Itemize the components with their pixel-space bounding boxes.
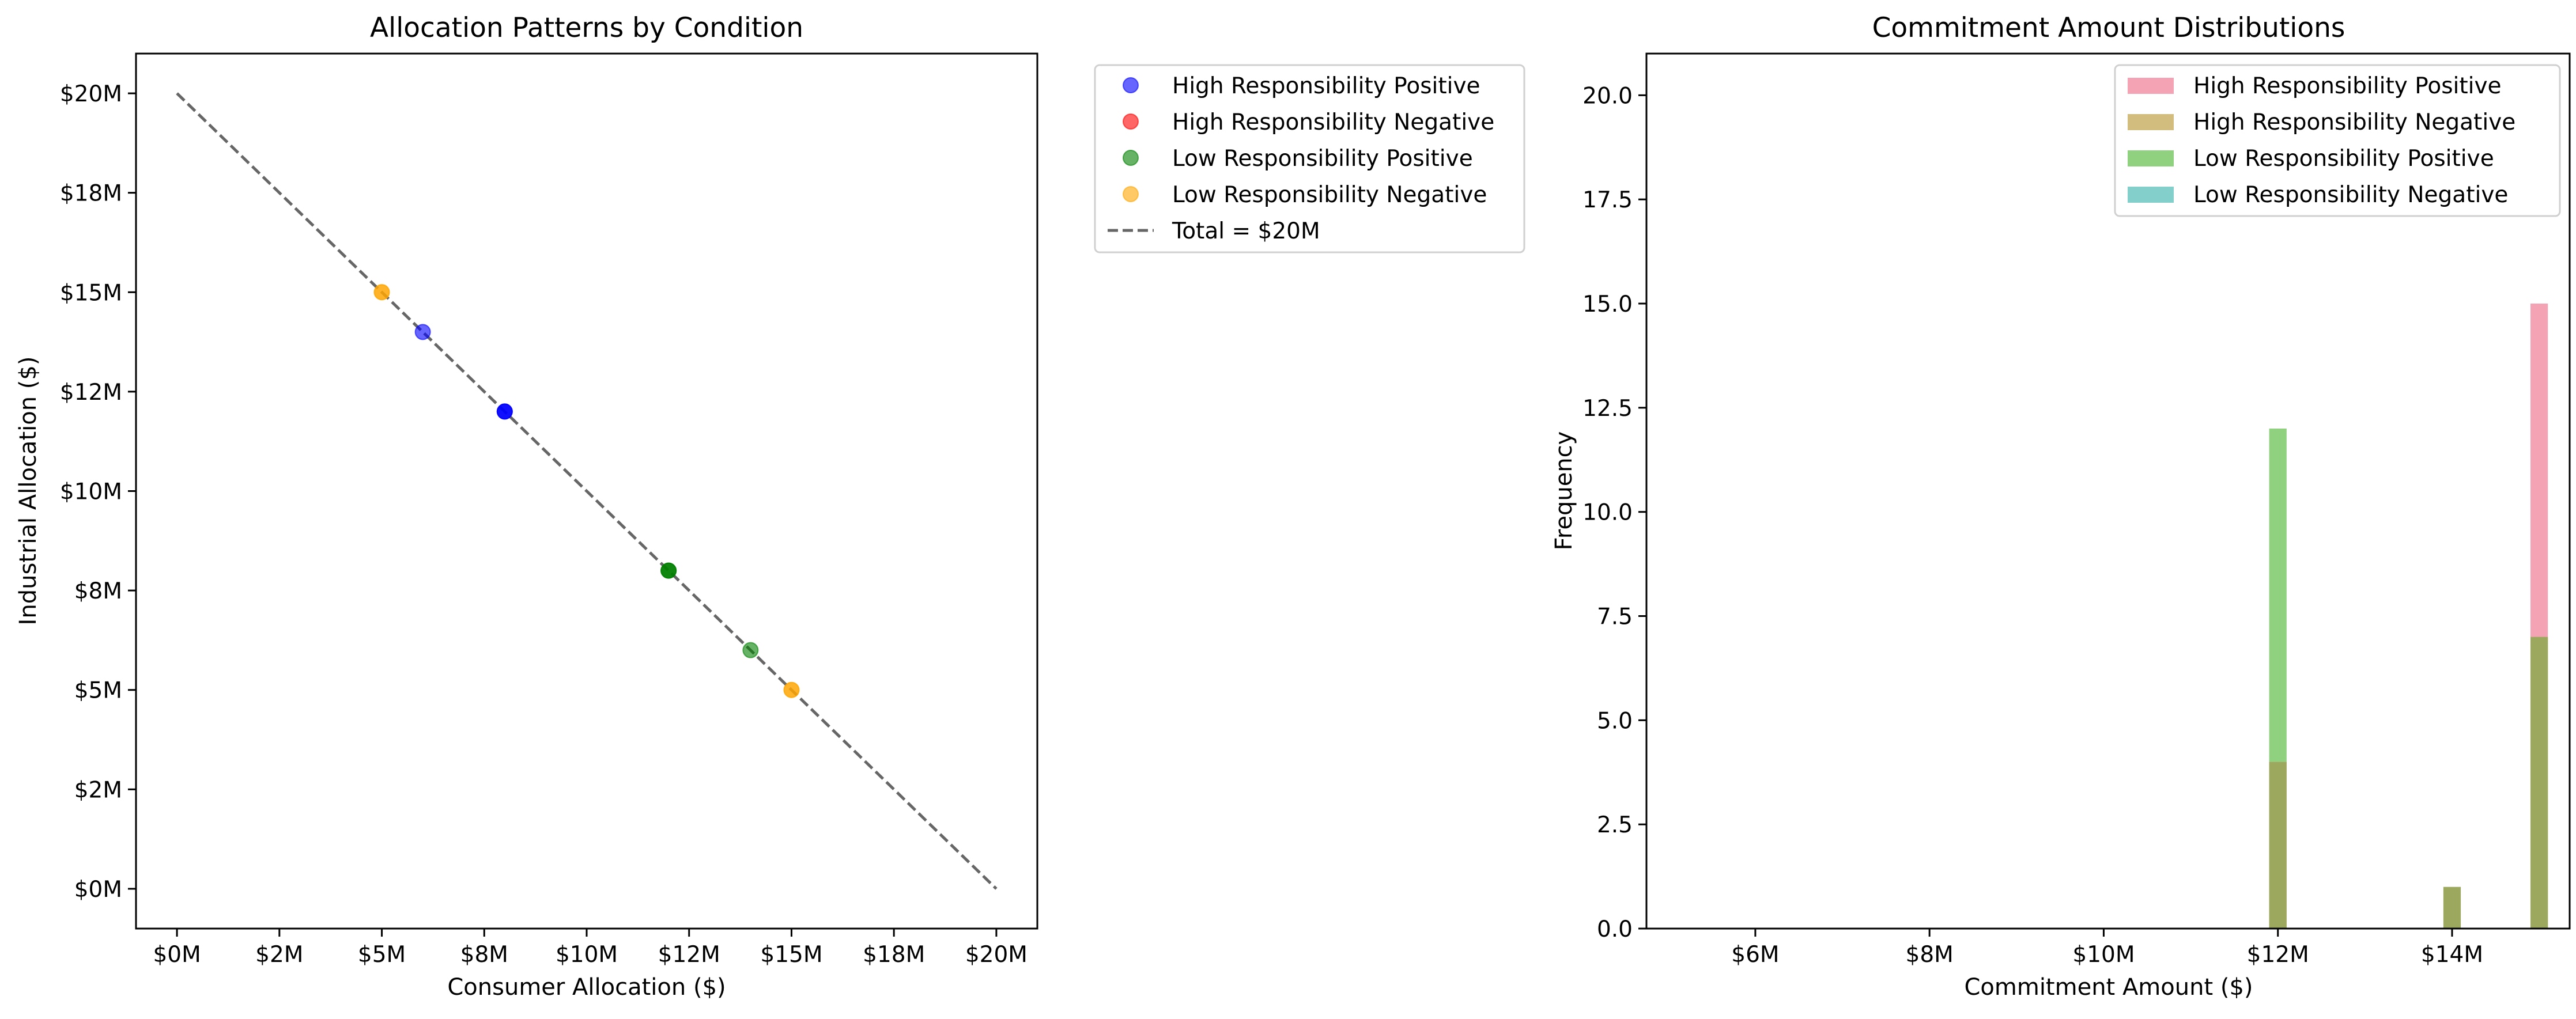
legend-marker-low-responsibility-positive [1123,150,1139,166]
legend-label-high-responsibility-positive: High Responsibility Positive [1172,73,1480,99]
scatter-x-tick-label: $0M [153,942,201,968]
histogram-y-tick-label: 5.0 [1597,708,1633,734]
histogram-x-tick-label: $12M [2247,942,2309,968]
histogram-y-tick-label: 10.0 [1582,500,1633,526]
legend-label-high-responsibility-negative: High Responsibility Negative [1172,109,1494,135]
histogram-x-tick-label: $10M [2072,942,2135,968]
point-low-responsibility-positive [660,562,677,579]
legend-label-hist-high-responsibility-negative: High Responsibility Negative [2193,109,2515,135]
legend-swatch-high-responsibility-positive [2128,78,2174,94]
histogram-title: Commitment Amount Distributions [1872,12,2345,44]
scatter-legend: High Responsibility Positive High Respon… [1094,64,1525,253]
histogram-x-tick-label: $14M [2421,942,2483,968]
histogram-y-tick-label: 2.5 [1597,812,1633,838]
histogram-y-tick-label: 15.0 [1582,291,1633,317]
histogram-x-axis-label: Commitment Amount ($) [1964,974,2253,1001]
point-low-responsibility-negative [373,284,390,301]
histogram-legend-frame [2114,64,2561,217]
histogram-y-tick-label: 12.5 [1582,396,1633,422]
histogram-plot-frame [1645,52,2571,930]
scatter-x-ticks: $0M $2M $5M $8M $10M $12M $15M $18M $20M [153,929,1028,968]
legend-label-hist-low-responsibility-positive: Low Responsibility Positive [2193,146,2494,172]
scatter-panel: Allocation Patterns by Condition $0M $2M $… [15,12,1038,1001]
scatter-plot-frame [135,52,1038,930]
histogram-y-tick-label: 17.5 [1582,187,1633,213]
point-low-responsibility-positive [742,642,759,658]
scatter-y-tick-label: $18M [60,181,122,207]
hist-bar-high-responsibility-positive [2530,304,2548,637]
histogram-y-tick-label: 20.0 [1582,83,1633,109]
scatter-x-axis-label: Consumer Allocation ($) [447,974,726,1001]
scatter-y-tick-label: $5M [74,678,122,704]
scatter-y-tick-label: $10M [60,479,122,505]
scatter-x-tick-label: $2M [255,942,303,968]
scatter-x-tick-label: $10M [556,942,618,968]
scatter-y-tick-label: $12M [60,380,122,406]
histogram-legend: High Responsibility Positive High Respon… [2114,64,2561,217]
histogram-y-tick-label: 0.0 [1597,916,1633,942]
point-low-responsibility-negative [783,681,800,698]
histogram-y-axis-label: Frequency [1551,431,1577,551]
legend-label-hist-high-responsibility-positive: High Responsibility Positive [2193,73,2502,99]
scatter-x-tick-label: $12M [658,942,720,968]
legend-label-hist-low-responsibility-negative: Low Responsibility Negative [2193,182,2508,208]
point-high-responsibility-positive [496,403,513,420]
legend-swatch-low-responsibility-positive [2128,150,2174,166]
legend-marker-low-responsibility-negative [1123,186,1139,202]
hist-bar-overlap [2269,762,2287,929]
hist-bar-high-responsibility-negative [2443,887,2461,929]
legend-label-low-responsibility-negative: Low Responsibility Negative [1172,182,1487,208]
scatter-x-tick-label: $15M [760,942,822,968]
histogram-bars [2269,304,2548,929]
legend-label-low-responsibility-positive: Low Responsibility Positive [1172,146,1473,172]
scatter-y-tick-label: $0M [74,877,122,903]
scatter-x-tick-label: $18M [863,942,925,968]
scatter-y-ticks: $0M $2M $5M $8M $10M $12M $15M $18M $20M [60,81,136,903]
scatter-legend-frame [1094,64,1525,253]
histogram-y-tick-label: 7.5 [1597,604,1633,630]
scatter-x-tick-label: $8M [460,942,508,968]
histogram-x-tick-label: $8M [1906,942,1954,968]
hist-bar-low-responsibility-positive [2269,429,2287,762]
scatter-title: Allocation Patterns by Condition [370,12,803,44]
legend-swatch-high-responsibility-negative [2128,114,2174,130]
point-high-responsibility-positive [414,324,431,340]
hist-bar-overlap [2530,637,2548,929]
histogram-x-ticks: $6M $8M $10M $12M $14M [1731,929,2483,968]
scatter-x-tick-label: $20M [965,942,1028,968]
scatter-y-tick-label: $15M [60,280,122,306]
legend-marker-high-responsibility-positive [1123,77,1139,93]
scatter-y-tick-label: $8M [74,578,122,604]
scatter-y-tick-label: $20M [60,81,122,107]
scatter-y-axis-label: Industrial Allocation ($) [15,357,41,626]
scatter-points [373,284,800,698]
legend-marker-high-responsibility-negative [1123,113,1139,130]
histogram-x-tick-label: $6M [1731,942,1779,968]
histogram-panel: Commitment Amount Distributions $6M $8M $1… [1551,12,2571,1001]
legend-label-total: Total = $20M [1172,218,1320,244]
legend-swatch-low-responsibility-negative [2128,187,2174,203]
scatter-y-tick-label: $2M [74,777,122,803]
total-reference-line [176,92,998,890]
histogram-y-ticks: 0.0 2.5 5.0 7.5 10.0 12.5 15.0 17.5 20.0 [1582,83,1646,942]
scatter-x-tick-label: $5M [358,942,406,968]
